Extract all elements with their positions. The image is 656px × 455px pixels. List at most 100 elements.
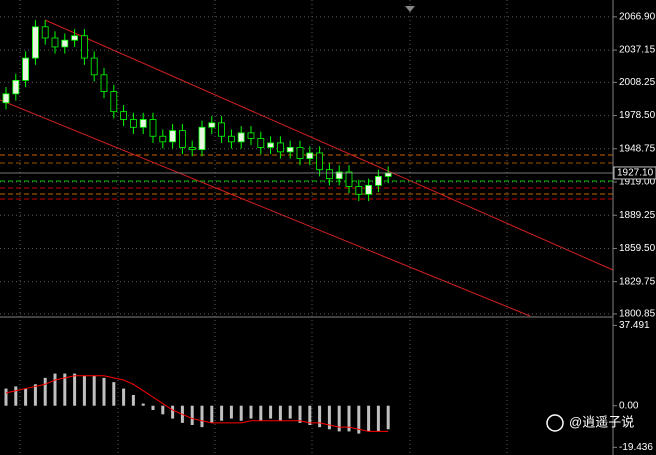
macd-bar — [82, 375, 86, 406]
candle-body — [178, 130, 186, 148]
candle-body — [296, 146, 304, 159]
macd-bar — [259, 405, 263, 421]
y-tick-label: 2008.25 — [619, 77, 656, 88]
macd-bar — [43, 377, 47, 406]
macd-bar — [239, 405, 243, 421]
watermark-text: @逍遥子说 — [569, 414, 634, 429]
candle-body — [276, 142, 284, 153]
candle-body — [41, 26, 49, 39]
candle-body — [247, 132, 255, 139]
macd-bar — [200, 405, 204, 428]
y-tick-label: 37.491 — [619, 320, 650, 331]
macd-bar — [171, 405, 175, 419]
candle-body — [355, 186, 363, 195]
y-tick-label: 1978.50 — [619, 110, 656, 121]
macd-bar — [151, 405, 155, 410]
macd-bar — [24, 388, 28, 406]
y-tick-label: 0.00 — [619, 400, 639, 411]
macd-bar — [102, 377, 106, 406]
candle-body — [227, 135, 235, 143]
candle-body — [345, 171, 353, 187]
candle-body — [257, 138, 265, 148]
macd-bar — [357, 405, 361, 434]
macd-bar — [4, 388, 8, 406]
last-price-box — [613, 166, 656, 180]
candle-body — [325, 169, 333, 180]
candle-body — [237, 132, 245, 143]
macd-bar — [210, 405, 214, 423]
candle-body — [71, 35, 78, 41]
candle-body — [139, 119, 147, 128]
y-tick-label: 1859.50 — [619, 243, 656, 254]
macd-bar — [53, 373, 57, 406]
candle-body — [2, 93, 10, 104]
last-price-label: 1927.10 — [617, 168, 654, 179]
macd-bar — [386, 405, 390, 430]
macd-bar — [308, 405, 312, 425]
candle-body — [120, 111, 127, 120]
trend-channel — [0, 19, 614, 317]
candle-body — [218, 122, 226, 137]
candle-body — [335, 171, 343, 180]
macd-bar — [63, 373, 67, 406]
macd-bar — [249, 405, 253, 419]
candle-body — [374, 176, 382, 186]
trend-line — [0, 99, 531, 317]
candle-body — [188, 146, 196, 151]
macd-bar — [112, 382, 116, 406]
candle-body — [22, 57, 30, 81]
y-tick-label: 1800.85 — [619, 309, 656, 320]
macd-bar — [318, 405, 322, 428]
candle-body — [100, 74, 108, 92]
macd-bar — [190, 405, 194, 425]
trend-line — [44, 19, 614, 271]
y-tick-label: 2066.90 — [619, 12, 656, 23]
macd-bar — [122, 388, 126, 406]
candle-body — [129, 119, 137, 128]
candle-body — [267, 142, 275, 148]
watermark-icon — [546, 414, 564, 432]
macd-bar — [298, 405, 302, 423]
candle-body — [365, 184, 373, 195]
shift-marker — [405, 6, 415, 12]
macd-bar — [220, 405, 224, 421]
candle-body — [306, 152, 314, 159]
candle-body — [110, 91, 118, 113]
candle-body — [169, 130, 177, 143]
macd-bar — [269, 405, 273, 419]
macd-bar — [327, 405, 331, 430]
watermark: @逍遥子说 — [546, 414, 634, 432]
y-tick-label: 2037.15 — [619, 45, 656, 56]
candle-body — [32, 26, 39, 59]
macd-bar — [288, 405, 292, 419]
candle-body — [384, 172, 392, 177]
macd-bar — [73, 373, 77, 406]
macd-bar — [33, 384, 37, 406]
macd-bar — [14, 386, 18, 406]
candle-body — [198, 126, 206, 151]
y-tick-label: 1829.75 — [619, 276, 656, 287]
y-tick-label: 1919.00 — [619, 177, 656, 188]
y-tick-label: -19.436 — [619, 442, 653, 453]
candle-body — [90, 57, 98, 76]
candle-body — [159, 135, 167, 143]
macd-bar — [141, 403, 145, 406]
y-tick-label: 1889.25 — [619, 210, 656, 221]
macd-bar — [278, 405, 282, 421]
macd-bar — [337, 405, 341, 432]
macd-bar — [347, 405, 351, 432]
candle-body — [286, 146, 294, 153]
candle-body — [81, 35, 88, 59]
macd-bar — [367, 405, 371, 432]
macd-bar — [92, 375, 96, 406]
macd-bar — [229, 405, 233, 419]
macd-bar — [161, 405, 165, 415]
candle-body — [316, 152, 324, 171]
candle-body — [51, 37, 59, 48]
y-tick-label: 1948.75 — [619, 143, 656, 154]
candle-body — [12, 79, 20, 95]
candle-body — [61, 39, 69, 48]
macd-bar — [376, 405, 380, 432]
